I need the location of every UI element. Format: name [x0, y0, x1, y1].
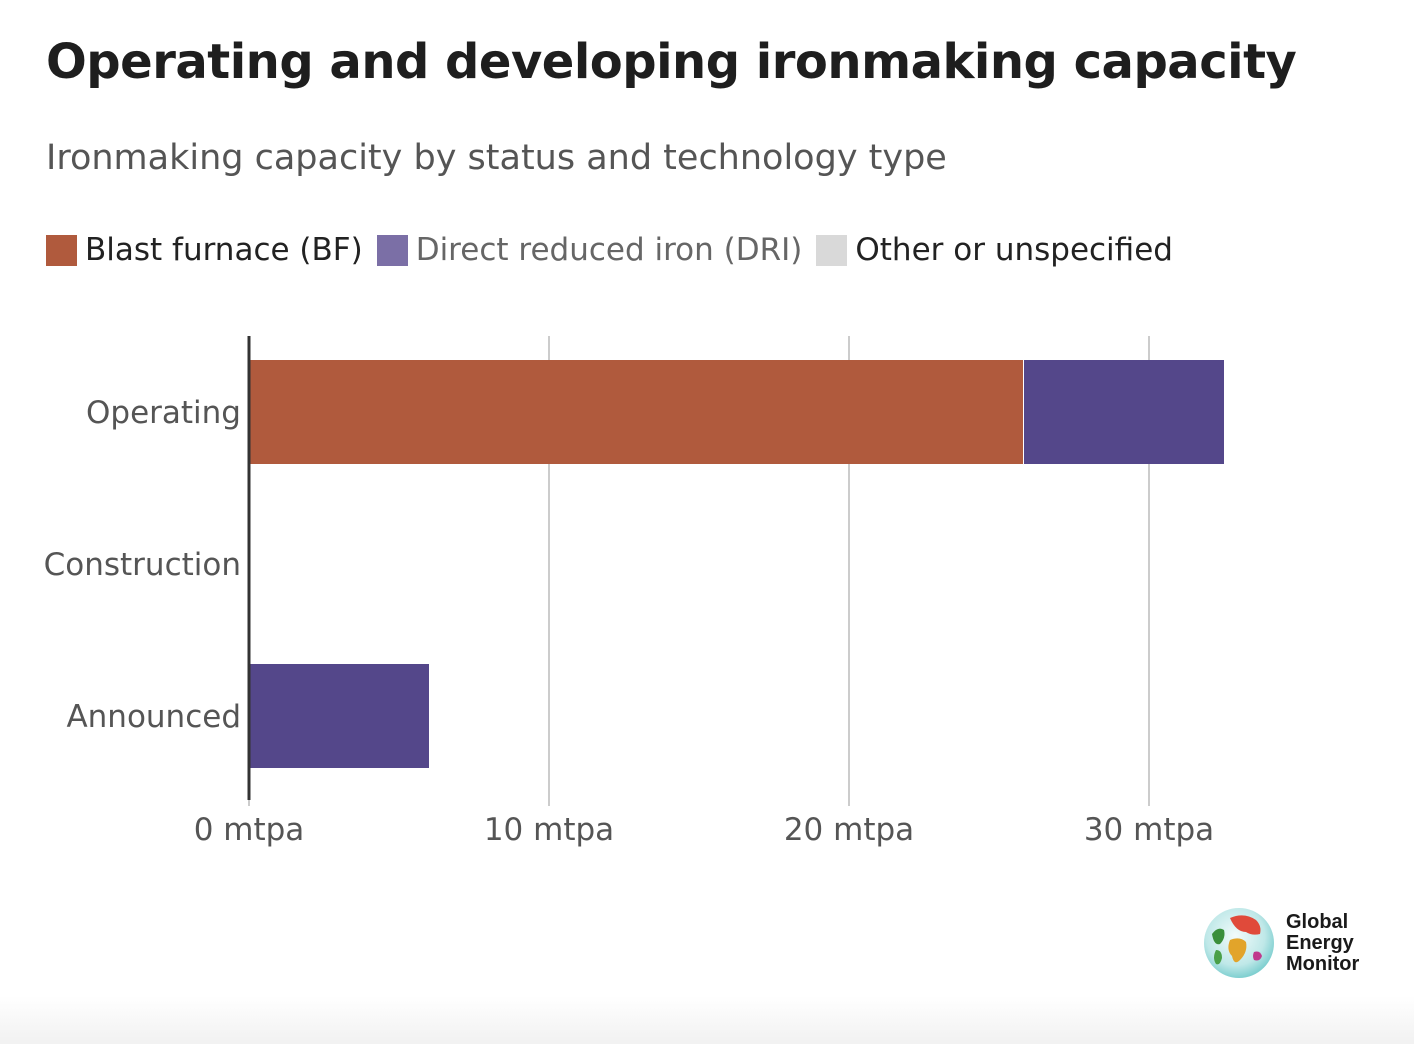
legend-label-other: Other or unspecified [855, 232, 1173, 268]
category-label-operating: Operating [86, 395, 241, 431]
bar-announced-1 [249, 664, 429, 768]
legend-swatch-other [816, 234, 848, 266]
logo-text: Global Energy Monitor [1286, 910, 1360, 975]
legend-item-dri: Direct reduced iron (DRI) [376, 232, 803, 268]
legend-swatch-dri [376, 234, 408, 266]
logo-line-1: Global [1286, 910, 1349, 933]
legend-swatch-bf [46, 234, 77, 266]
bar-operating-1 [1024, 360, 1224, 464]
x-tick-label-30: 30 mtpa [1084, 812, 1214, 848]
footer-shade [0, 996, 1414, 1044]
globe-icon [1204, 908, 1274, 978]
chart-legend: Blast furnace (BF) Direct reduced iron (… [46, 232, 1187, 268]
chart-subtitle: Ironmaking capacity by status and techno… [46, 138, 947, 178]
chart-title: Operating and developing ironmaking capa… [46, 34, 1297, 90]
legend-label-dri: Direct reduced iron (DRI) [415, 232, 803, 268]
x-tick-label-10: 10 mtpa [484, 812, 614, 848]
legend-item-bf: Blast furnace (BF) [46, 232, 363, 268]
x-tick-label-20: 20 mtpa [784, 812, 914, 848]
legend-item-other: Other or unspecified [816, 232, 1173, 268]
logo-line-2: Energy [1286, 931, 1354, 954]
category-label-construction: Construction [44, 547, 241, 583]
logo-line-3: Monitor [1286, 952, 1360, 975]
bar-operating-0 [249, 360, 1023, 464]
gem-logo: Global Energy Monitor [1202, 906, 1359, 980]
bar-chart: Operating Construction Announced 0 mtpa 10 m… [44, 336, 1224, 848]
category-label-announced: Announced [66, 699, 241, 735]
legend-label-bf: Blast furnace (BF) [85, 232, 363, 268]
x-tick-label-0: 0 mtpa [194, 812, 305, 848]
